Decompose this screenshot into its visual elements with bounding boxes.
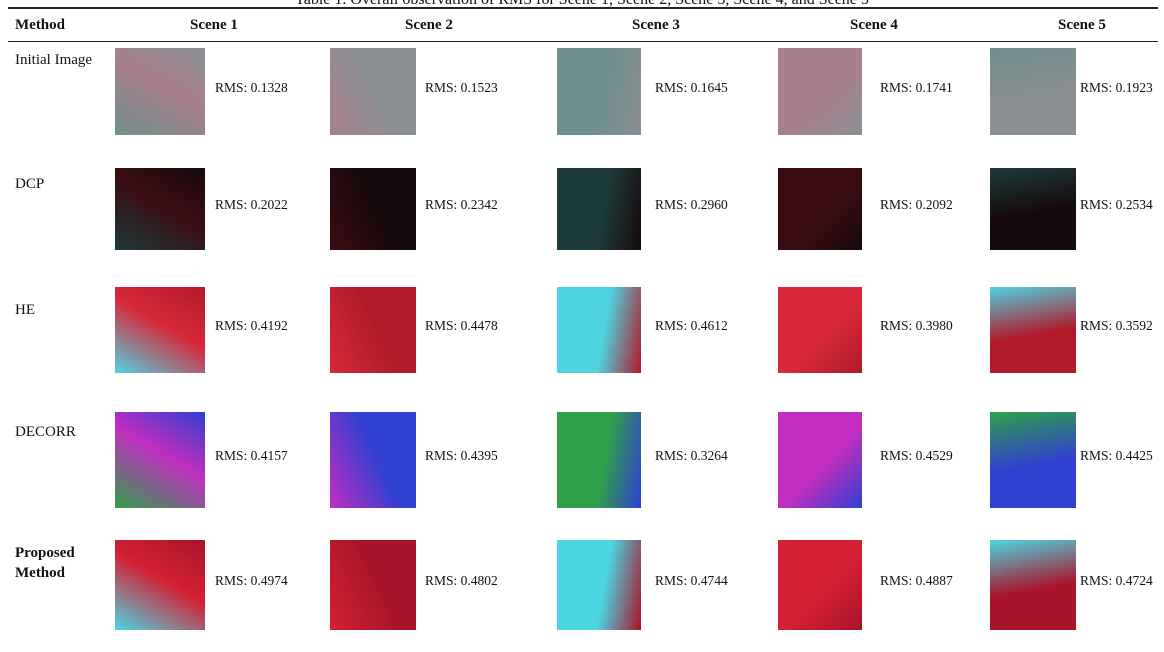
rms-value: RMS: 0.4887 (880, 573, 953, 589)
method-label: DECORR (15, 422, 76, 442)
scene-image (115, 168, 205, 250)
rms-value: RMS: 0.4425 (1080, 448, 1153, 464)
scene-image (115, 48, 205, 135)
scene-image (778, 287, 862, 373)
scene-image (990, 287, 1076, 373)
rms-value: RMS: 0.1741 (880, 80, 953, 96)
rms-value: RMS: 0.2092 (880, 197, 953, 213)
scene-image (990, 412, 1076, 508)
scene-image (330, 168, 416, 250)
rms-value: RMS: 0.3592 (1080, 318, 1153, 334)
header-cell: Scene 4 (850, 17, 898, 34)
rms-value: RMS: 0.4612 (655, 318, 728, 334)
scene-image (330, 412, 416, 508)
header-cell: Scene 2 (405, 17, 453, 34)
rms-value: RMS: 0.4192 (215, 318, 288, 334)
rms-value: RMS: 0.1523 (425, 80, 498, 96)
scene-image (557, 48, 641, 135)
scene-image (557, 412, 641, 508)
rms-value: RMS: 0.3980 (880, 318, 953, 334)
rms-value: RMS: 0.4974 (215, 573, 288, 589)
rms-value: RMS: 0.2960 (655, 197, 728, 213)
rms-value: RMS: 0.1923 (1080, 80, 1153, 96)
scene-image (557, 287, 641, 373)
header-cell: Method (15, 17, 65, 34)
method-label: Proposed Method (15, 543, 85, 583)
header-cell: Scene 3 (632, 17, 680, 34)
scene-image (990, 168, 1076, 250)
scene-image (557, 540, 641, 630)
scene-image (778, 540, 862, 630)
top-rule (8, 7, 1158, 9)
scene-image (115, 287, 205, 373)
rms-value: RMS: 0.4157 (215, 448, 288, 464)
rms-value: RMS: 0.4724 (1080, 573, 1153, 589)
scene-image (115, 540, 205, 630)
rms-value: RMS: 0.2534 (1080, 197, 1153, 213)
rms-value: RMS: 0.4395 (425, 448, 498, 464)
page: Table 1. Overall observation of RMS for … (0, 0, 1164, 652)
rms-value: RMS: 0.4529 (880, 448, 953, 464)
scene-image (778, 168, 862, 250)
scene-image (990, 540, 1076, 630)
scene-image (778, 48, 862, 135)
rms-value: RMS: 0.2342 (425, 197, 498, 213)
rms-value: RMS: 0.1645 (655, 80, 728, 96)
method-label: HE (15, 300, 35, 320)
scene-image (330, 287, 416, 373)
scene-image (115, 412, 205, 508)
header-cell: Scene 5 (1058, 17, 1106, 34)
scene-image (557, 168, 641, 250)
method-label: Initial Image (15, 50, 92, 70)
header-rule (8, 41, 1158, 42)
rms-value: RMS: 0.4744 (655, 573, 728, 589)
rms-value: RMS: 0.2022 (215, 197, 288, 213)
scene-image (990, 48, 1076, 135)
rms-value: RMS: 0.3264 (655, 448, 728, 464)
rms-value: RMS: 0.4478 (425, 318, 498, 334)
header-cell: Scene 1 (190, 17, 238, 34)
scene-image (330, 540, 416, 630)
scene-image (778, 412, 862, 508)
scene-image (330, 48, 416, 135)
rms-value: RMS: 0.4802 (425, 573, 498, 589)
rms-value: RMS: 0.1328 (215, 80, 288, 96)
method-label: DCP (15, 174, 44, 194)
